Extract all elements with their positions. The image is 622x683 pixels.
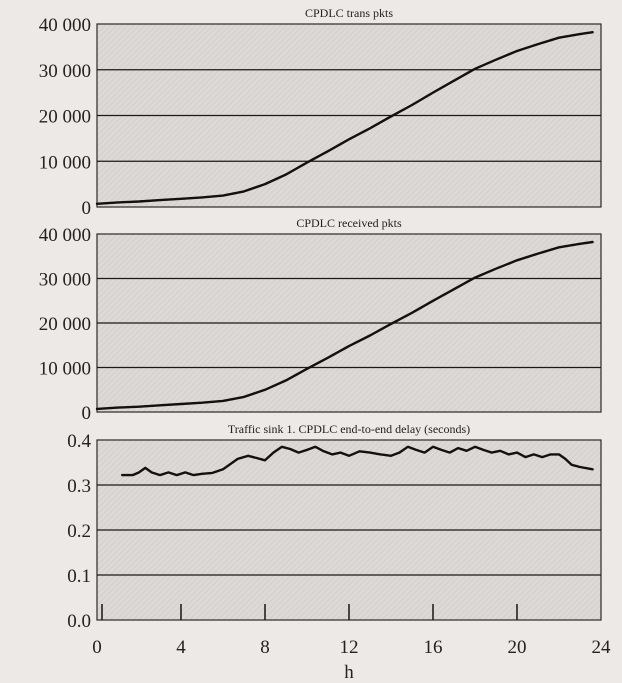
x-tick-marks: [101, 604, 518, 620]
x-tick-label: 20: [508, 637, 527, 658]
panel-trans-pkts: 0 10 000 20 000 30 000 40 000 CPDLC tran…: [39, 6, 602, 219]
y-tick-label: 40 000: [39, 15, 91, 36]
panel-title: CPDLC received pkts: [296, 216, 402, 230]
x-tick-labels: 0 4 8 12 16 20 24: [92, 637, 611, 658]
grid-lines: [97, 484, 601, 576]
grid-lines: [97, 277, 601, 369]
y-tick-labels: 0 10 000 20 000 30 000 40 000: [39, 225, 91, 424]
y-tick-label: 0.2: [67, 521, 91, 542]
panel-end-to-end-delay: 0.0 0.1 0.2 0.3 0.4 0 4 8 12 16 20 24 Tr…: [67, 422, 611, 683]
y-tick-label: 20 000: [39, 107, 91, 128]
y-tick-label: 10 000: [39, 152, 91, 173]
y-tick-label: 0.0: [67, 611, 91, 632]
y-tick-label: 0: [82, 403, 92, 424]
y-tick-label: 40 000: [39, 225, 91, 246]
y-tick-labels: 0.0 0.1 0.2 0.3 0.4: [67, 431, 91, 632]
panel-title: CPDLC trans pkts: [305, 6, 393, 20]
y-tick-label: 0.1: [67, 566, 91, 587]
x-tick-label: 4: [176, 637, 186, 658]
x-tick-label: 16: [424, 637, 443, 658]
y-tick-label: 0.3: [67, 476, 91, 497]
panel-received-pkts: 0 10 000 20 000 30 000 40 000 CPDLC rece…: [39, 216, 602, 424]
panel-title: Traffic sink 1. CPDLC end-to-end delay (…: [228, 422, 470, 436]
y-tick-label: 0.4: [67, 431, 91, 452]
x-axis-label: h: [344, 662, 354, 683]
grid-lines: [97, 69, 601, 162]
y-tick-label: 0: [82, 198, 92, 219]
y-tick-label: 30 000: [39, 61, 91, 82]
series-line-received-pkts: [95, 240, 594, 411]
y-tick-label: 30 000: [39, 270, 91, 291]
x-tick-label: 0: [92, 637, 102, 658]
y-tick-label: 20 000: [39, 314, 91, 335]
x-tick-label: 24: [592, 637, 612, 658]
x-tick-label: 8: [260, 637, 270, 658]
x-tick-label: 12: [340, 637, 359, 658]
y-tick-label: 10 000: [39, 359, 91, 380]
y-tick-labels: 0 10 000 20 000 30 000 40 000: [39, 15, 91, 219]
series-line-trans-pkts: [95, 31, 594, 205]
series-line-delay: [121, 445, 594, 477]
